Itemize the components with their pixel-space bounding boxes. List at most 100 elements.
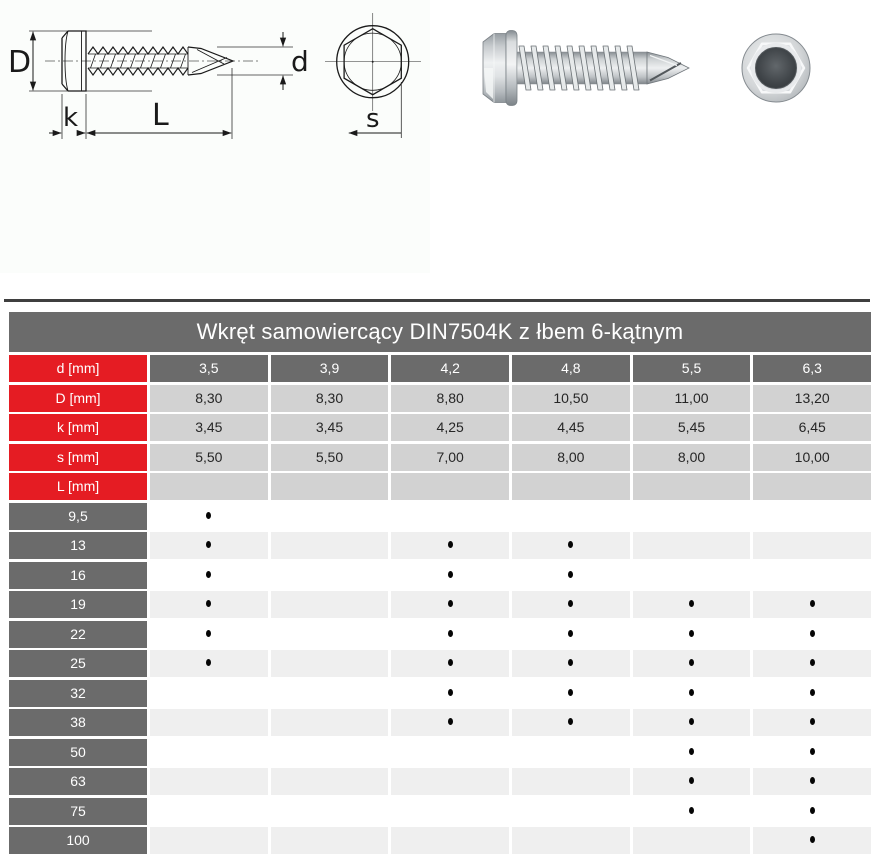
availability-dot	[206, 570, 212, 578]
availability-cell-empty	[270, 738, 389, 766]
availability-dot	[568, 541, 574, 549]
availability-dot	[809, 718, 815, 726]
product-photo-panel	[430, 0, 879, 273]
dimension-d: d	[217, 32, 309, 90]
availability-dot	[809, 659, 815, 667]
spec-value-cell: 8,00	[512, 443, 630, 471]
availability-cell-filled	[632, 620, 751, 648]
availability-cell-empty	[150, 709, 268, 736]
availability-dot	[568, 629, 574, 637]
availability-cell-empty	[632, 827, 751, 854]
length-row-header: 100	[9, 827, 147, 854]
availability-dot	[689, 659, 695, 667]
availability-cell-filled	[512, 650, 630, 677]
length-row: 50	[9, 738, 872, 766]
length-row-header: 9,5	[9, 502, 147, 530]
availability-cell-empty	[391, 768, 510, 795]
dimension-label-D: D	[8, 45, 31, 80]
availability-dot	[809, 629, 815, 637]
availability-cell-empty	[270, 827, 389, 854]
dimension-label-s: s	[366, 104, 380, 134]
availability-cell-filled	[632, 709, 751, 736]
spec-value-cell: 4,25	[391, 414, 510, 441]
spec-value-cell: 5,45	[632, 414, 751, 441]
spec-value-cell: 3,5	[150, 355, 268, 382]
availability-dot	[809, 600, 815, 608]
availability-cell-empty	[150, 679, 268, 707]
availability-dot	[447, 570, 453, 578]
spec-value-cell: 13,20	[753, 384, 872, 412]
availability-cell-filled	[632, 650, 751, 677]
length-row: 19	[9, 591, 872, 618]
availability-dot	[809, 836, 815, 844]
product-photo	[482, 30, 811, 106]
spec-value-cell: 6,3	[753, 355, 872, 382]
spec-value-cell: 4,2	[391, 355, 510, 382]
availability-cell-filled	[512, 532, 630, 559]
availability-dot	[568, 718, 574, 726]
spec-value-cell: 3,45	[150, 414, 268, 441]
spec-value-cell: 3,45	[270, 414, 389, 441]
availability-cell-empty	[270, 561, 389, 589]
availability-cell-filled	[632, 768, 751, 795]
length-row-header: 16	[9, 561, 147, 589]
availability-dot	[568, 570, 574, 578]
availability-cell-empty	[391, 502, 510, 530]
availability-cell-empty	[270, 797, 389, 825]
availability-cell-filled	[753, 591, 872, 618]
availability-cell-empty	[150, 797, 268, 825]
availability-cell-filled	[753, 650, 872, 677]
spec-value-cell: 3,9	[270, 355, 389, 382]
availability-dot	[447, 718, 453, 726]
availability-cell-filled	[391, 679, 510, 707]
availability-dot	[689, 777, 695, 785]
dimension-label-k: k	[63, 103, 78, 133]
availability-cell-empty	[270, 679, 389, 707]
availability-cell-empty	[391, 827, 510, 854]
availability-dot	[689, 806, 695, 814]
availability-dot	[689, 600, 695, 608]
availability-cell-filled	[150, 502, 268, 530]
length-row-header: 75	[9, 797, 147, 825]
spec-row-header: k [mm]	[9, 414, 147, 441]
length-row: 75	[9, 797, 872, 825]
availability-dot	[689, 629, 695, 637]
length-row-header: 19	[9, 591, 147, 618]
screw-photo-side	[482, 30, 690, 106]
availability-cell-empty	[270, 768, 389, 795]
availability-cell-filled	[150, 532, 268, 559]
availability-cell-empty	[150, 768, 268, 795]
availability-cell-empty	[270, 650, 389, 677]
availability-cell-empty	[512, 738, 630, 766]
availability-dot	[809, 777, 815, 785]
availability-cell-filled	[391, 620, 510, 648]
length-row: 63	[9, 768, 872, 795]
spec-row-header: D [mm]	[9, 384, 147, 412]
spec-value-cell	[753, 473, 872, 500]
availability-cell-filled	[512, 709, 630, 736]
availability-cell-filled	[753, 620, 872, 648]
availability-cell-filled	[632, 591, 751, 618]
length-row: 16	[9, 561, 872, 589]
length-row: 22	[9, 620, 872, 648]
availability-cell-filled	[512, 591, 630, 618]
spec-row-header: d [mm]	[9, 355, 147, 382]
length-row-header: 38	[9, 709, 147, 736]
availability-cell-filled	[753, 768, 872, 795]
availability-dot	[689, 747, 695, 755]
length-row-header: 50	[9, 738, 147, 766]
availability-cell-filled	[632, 797, 751, 825]
spec-value-cell	[150, 473, 268, 500]
availability-cell-filled	[391, 650, 510, 677]
availability-dot	[206, 659, 212, 667]
availability-dot	[568, 600, 574, 608]
availability-cell-empty	[632, 532, 751, 559]
availability-cell-filled	[150, 591, 268, 618]
length-row-header: 13	[9, 532, 147, 559]
availability-cell-filled	[753, 827, 872, 854]
availability-cell-empty	[391, 797, 510, 825]
spec-value-cell: 8,30	[150, 384, 268, 412]
availability-cell-filled	[632, 679, 751, 707]
spec-value-cell	[270, 473, 389, 500]
spec-value-cell: 6,45	[753, 414, 872, 441]
